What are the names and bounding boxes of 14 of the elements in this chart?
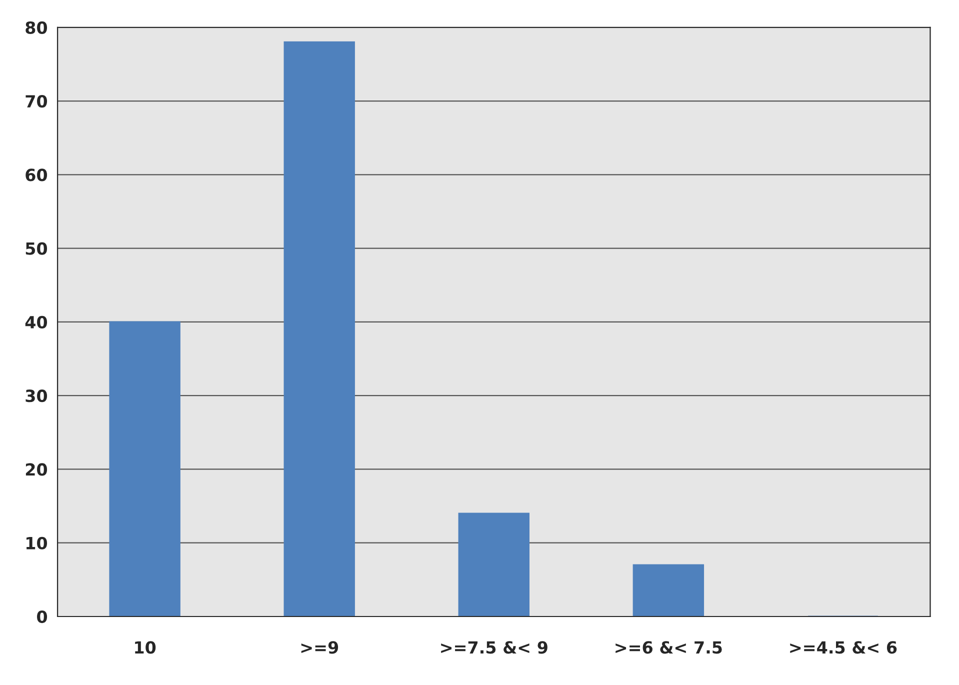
x-tick-label: >=7.5 &< 9 [441, 641, 548, 654]
x-tick-label: >=4.5 &< 6 [790, 641, 897, 654]
y-tick-label: 70 [26, 95, 48, 108]
y-tick-label: 10 [26, 536, 48, 550]
y-tick-label: 30 [26, 390, 48, 402]
y-tick-label: 50 [26, 242, 48, 255]
x-tick-label: 10 [135, 641, 156, 654]
y-tick-label: 20 [26, 463, 48, 476]
y-tick-label: 40 [25, 316, 48, 329]
y-tick-label: 60 [26, 168, 48, 182]
x-tick-label: >=6 &< 7.5 [616, 641, 722, 654]
x-tick-label: >=9 [301, 641, 338, 654]
y-tick-label: 80 [26, 21, 48, 34]
y-tick-label: 0 [37, 610, 48, 624]
